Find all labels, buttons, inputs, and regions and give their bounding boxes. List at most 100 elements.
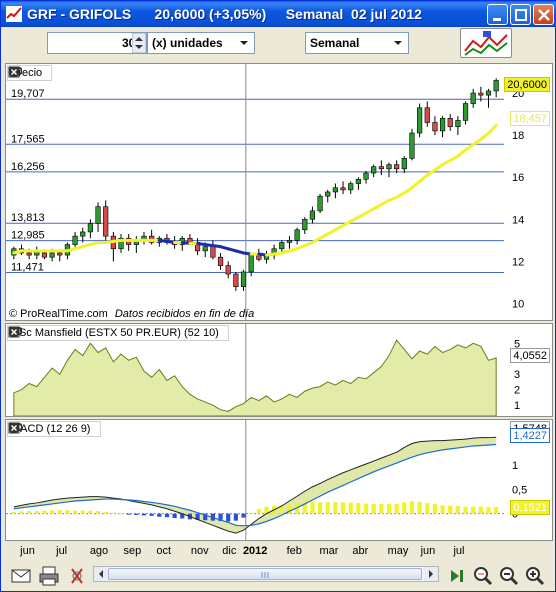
rsc-value-tag: 4,0552 bbox=[510, 348, 550, 363]
macd-histogram-bar bbox=[348, 502, 353, 514]
candle-body bbox=[363, 172, 369, 180]
price-axis-tick-label: 18 bbox=[512, 130, 524, 142]
candle-body bbox=[72, 235, 78, 245]
rsc-panel[interactable]: 54321 RSc Mansfield (ESTX 50 PR.EUR) (52… bbox=[5, 323, 553, 417]
price-panel[interactable]: 19,707 17,565 16,256 13,813 12,985 11,471 20 18… bbox=[5, 63, 553, 321]
rsc-panel-title: RSc Mansfield (ESTX 50 PR.EUR) (52 10) bbox=[11, 327, 219, 339]
x-axis-month-label: sep bbox=[123, 545, 142, 557]
minimize-icon bbox=[493, 18, 501, 21]
x-axis: jun jul ago sep oct nov dic 2012 feb mar abr may jun… bbox=[5, 541, 553, 561]
period-label: Semanal bbox=[310, 36, 360, 50]
macd-panel-header: MACD (12 26 9) bbox=[7, 421, 101, 437]
macd-histogram-bar bbox=[111, 512, 116, 514]
close-icon[interactable] bbox=[8, 422, 20, 434]
macd-signal-fill bbox=[13, 437, 497, 534]
rsc-axis-tick-label: 1 bbox=[514, 400, 520, 412]
candle-body bbox=[371, 166, 377, 174]
title-bar[interactable]: GRF - GRIFOLS 20,6000 (+3,05%) Semanal 0… bbox=[1, 1, 556, 27]
maximize-button[interactable] bbox=[510, 4, 531, 25]
data-status-label: Datos recibidos en fin de día bbox=[114, 308, 255, 320]
candle-body bbox=[355, 179, 361, 184]
rsc-axis-tick-label: 5 bbox=[514, 338, 520, 350]
bottom-toolbar bbox=[5, 562, 553, 590]
macd-chart[interactable]: 10,50 bbox=[6, 420, 553, 541]
chevron-left-icon bbox=[99, 570, 103, 578]
scroll-end-icon[interactable] bbox=[445, 564, 469, 588]
candle-body bbox=[378, 166, 384, 170]
last-price-tag: 20,6000 bbox=[504, 77, 550, 92]
macd-histogram-bar bbox=[455, 506, 460, 514]
units-label: (x) unidades bbox=[152, 36, 223, 50]
macd-axis-tick-label: 1 bbox=[512, 460, 518, 472]
chart-style-icon[interactable] bbox=[460, 28, 512, 58]
macd-histogram-bar bbox=[172, 513, 177, 519]
candle-body bbox=[424, 107, 430, 123]
macd-histogram-bar bbox=[363, 503, 369, 514]
macd-histogram-bar bbox=[249, 512, 254, 514]
printer-icon[interactable] bbox=[37, 564, 61, 588]
candle-body bbox=[302, 219, 308, 231]
candle-body bbox=[447, 117, 453, 128]
toolbar: 300 (x) unidades Semanal bbox=[5, 27, 553, 63]
candle-body bbox=[401, 157, 407, 170]
macd-histogram-bar bbox=[180, 513, 185, 519]
macd-histogram-bar bbox=[287, 504, 292, 514]
chevron-right-icon bbox=[429, 570, 433, 578]
scroll-right-button[interactable] bbox=[424, 567, 438, 581]
rsc-chart[interactable]: 54321 bbox=[6, 324, 553, 417]
price-chart[interactable]: 19,70717,56516,25613,81312,98511,4712018… bbox=[6, 64, 553, 321]
macd-histogram-bar bbox=[226, 513, 231, 522]
grip-icon bbox=[261, 572, 269, 578]
chevron-down-icon bbox=[394, 41, 402, 45]
macd-histogram-bar bbox=[371, 504, 376, 514]
candle-body bbox=[485, 90, 492, 96]
maximize-icon bbox=[515, 9, 527, 21]
candle-body bbox=[294, 229, 300, 241]
macd-histogram-bar bbox=[494, 507, 499, 514]
zoom-fit-icon[interactable] bbox=[471, 564, 495, 588]
moving-average-segment bbox=[479, 131, 491, 141]
histogram-value-tag: 0,1521 bbox=[510, 500, 550, 515]
rsc-axis-tick-label: 3 bbox=[514, 369, 520, 381]
close-icon[interactable] bbox=[8, 66, 20, 78]
zoom-out-icon[interactable] bbox=[497, 564, 521, 588]
candle-body bbox=[455, 120, 461, 128]
macd-histogram-bar bbox=[402, 502, 407, 514]
chart-app-icon bbox=[6, 6, 22, 22]
macd-histogram-bar bbox=[233, 513, 238, 521]
scroll-thumb[interactable] bbox=[108, 568, 422, 580]
price-level-label: 17,565 bbox=[11, 133, 45, 145]
x-axis-month-label: jul bbox=[56, 545, 68, 557]
macd-histogram-bar bbox=[317, 502, 323, 514]
candle-body bbox=[57, 252, 63, 256]
candle-body bbox=[309, 210, 316, 220]
candle-body bbox=[87, 223, 93, 233]
macd-histogram-bar bbox=[471, 506, 476, 514]
candle-body bbox=[493, 80, 499, 92]
macd-histogram-bar bbox=[103, 511, 108, 514]
macd-histogram-bar bbox=[463, 506, 468, 514]
quantity-spinner[interactable] bbox=[132, 33, 146, 53]
moving-average-segment bbox=[456, 148, 468, 158]
chart-scrollbar[interactable] bbox=[93, 566, 439, 582]
scroll-left-button[interactable] bbox=[94, 567, 108, 581]
close-button[interactable] bbox=[533, 4, 554, 25]
macd-histogram-bar bbox=[417, 501, 422, 514]
window-title: GRF - GRIFOLS 20,6000 (+3,05%) Semanal 0… bbox=[27, 6, 422, 22]
x-axis-month-label: 2012 bbox=[242, 545, 268, 557]
x-axis-month-label: may bbox=[387, 545, 409, 557]
zoom-in-icon[interactable] bbox=[523, 564, 547, 588]
macd-histogram-bar bbox=[379, 504, 384, 514]
disconnect-icon[interactable] bbox=[65, 564, 89, 588]
email-icon[interactable] bbox=[9, 564, 33, 588]
macd-panel[interactable]: 10,50 MACD (12 26 9) 1,5748 1,4227 0,152… bbox=[5, 419, 553, 541]
units-select[interactable]: (x) unidades bbox=[147, 32, 255, 54]
x-axis-month-label: dic bbox=[222, 545, 237, 557]
period-select[interactable]: Semanal bbox=[305, 32, 409, 54]
macd-histogram-bar bbox=[27, 511, 32, 514]
macd-histogram-bar bbox=[34, 511, 39, 514]
close-icon[interactable] bbox=[8, 326, 20, 338]
rsc-panel-header: RSc Mansfield (ESTX 50 PR.EUR) (52 10) bbox=[7, 325, 229, 341]
minimize-button[interactable] bbox=[487, 4, 508, 25]
candle-body bbox=[233, 273, 239, 287]
